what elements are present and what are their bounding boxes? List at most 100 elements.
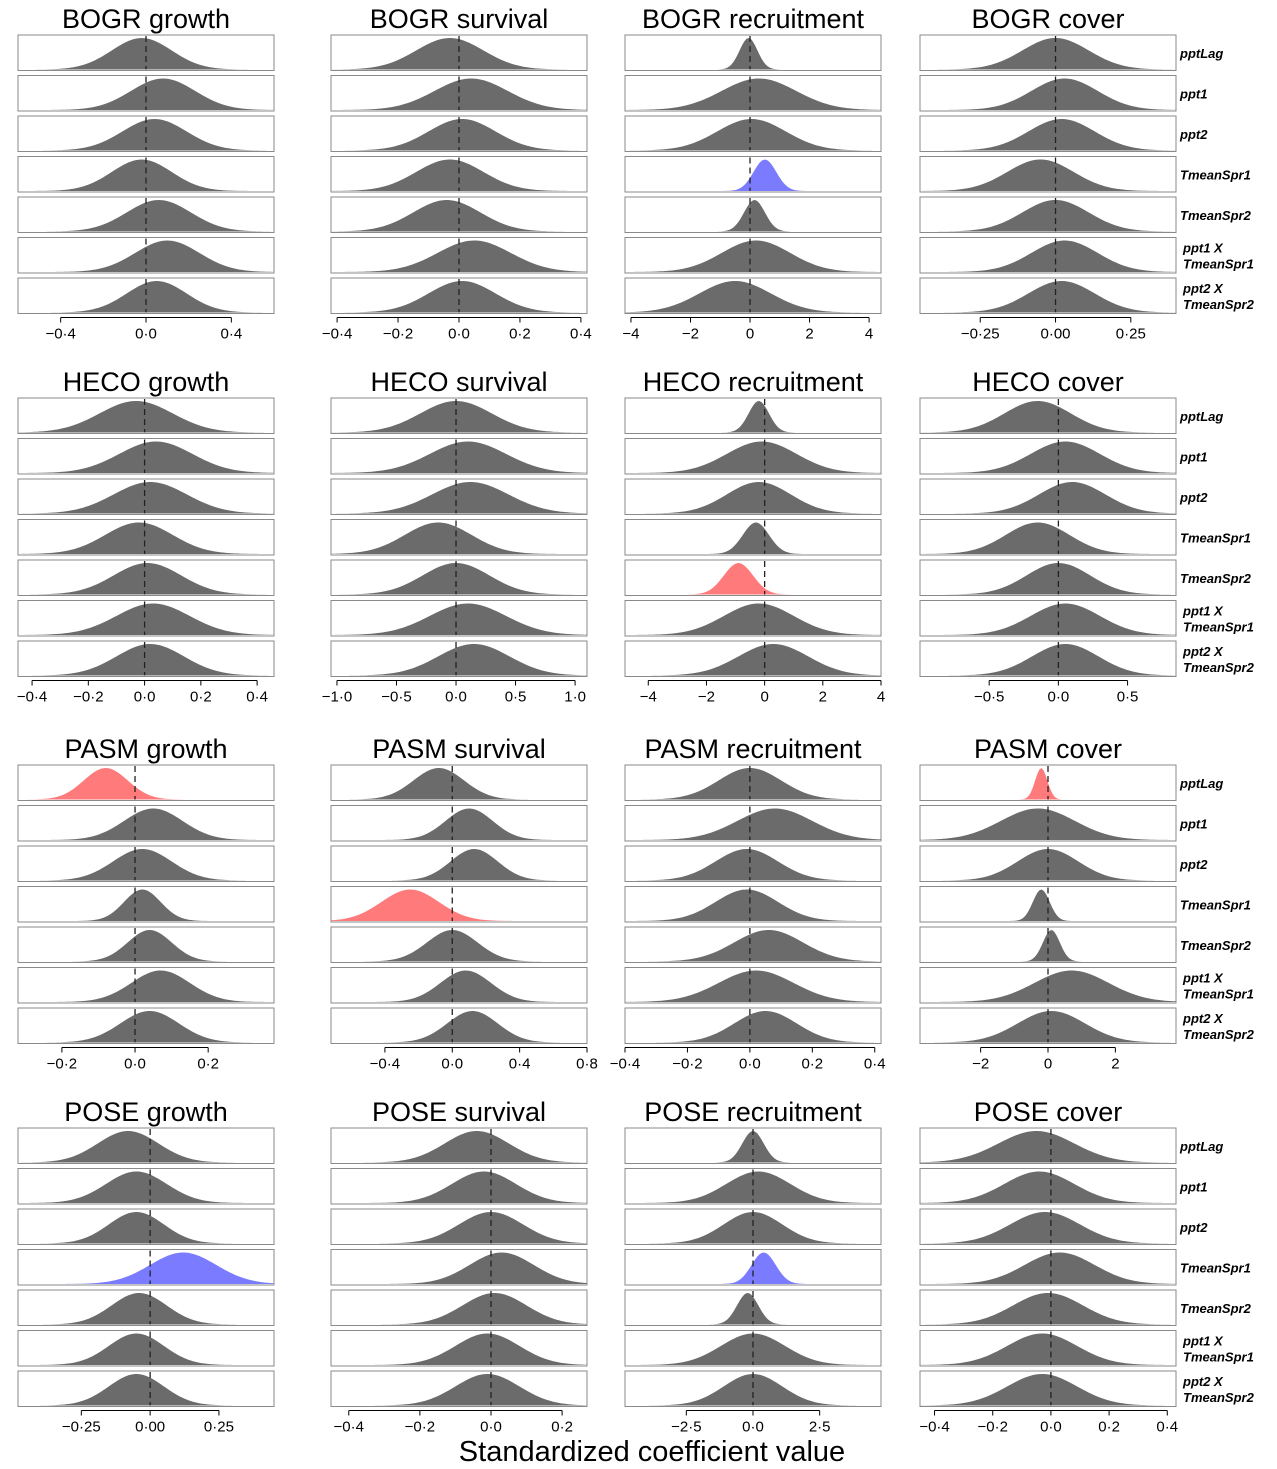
density-curve	[18, 78, 274, 110]
x-tick-label: −0·25	[961, 326, 1000, 343]
x-tick-label: 0·4	[864, 1056, 886, 1073]
parameter-label: TmeanSpr2	[1183, 660, 1255, 675]
density-curve	[920, 78, 1176, 110]
x-tick-label: 0·4	[246, 689, 268, 706]
x-tick-label: −1·0	[322, 689, 352, 706]
density-curve	[18, 1333, 274, 1365]
parameter-label: pptLag	[1179, 409, 1223, 424]
chart-title: BOGR growth	[62, 4, 230, 34]
density-curve	[625, 38, 881, 70]
density-curve	[920, 441, 1176, 473]
chart-panel-group: POSE cover −0·4 −0·2 0·0 0·2 0·4	[919, 1097, 1178, 1436]
x-tick-label: −0·25	[62, 1419, 101, 1436]
density-curve	[331, 482, 587, 514]
chart-panel-group: PASM recruitment −0·4 −0·2 0·0 0·2 0·4	[610, 734, 886, 1073]
chart-panel-group: BOGR recruitment −4 −2 0 2 4	[622, 4, 882, 343]
x-tick-label: 0·2	[1098, 1419, 1120, 1436]
parameter-label: TmeanSpr1	[1180, 897, 1251, 912]
density-curve	[18, 970, 274, 1002]
density-curve	[625, 1212, 881, 1244]
density-curve	[920, 1212, 1176, 1244]
chart-title: POSE growth	[64, 1097, 228, 1127]
density-curve	[625, 522, 881, 554]
density-curve	[331, 1131, 587, 1163]
density-curve	[331, 1374, 587, 1406]
density-curve	[18, 200, 274, 232]
density-curve	[331, 808, 587, 840]
density-curve	[18, 240, 274, 272]
chart-title: POSE survival	[372, 1097, 546, 1127]
density-curve	[18, 930, 274, 962]
density-curve	[331, 930, 587, 962]
x-tick-label: 0·0	[448, 326, 470, 343]
density-curve	[920, 808, 1176, 840]
x-tick-label: 0	[1044, 1056, 1052, 1073]
density-curve	[625, 482, 881, 514]
panel-grid: BOGR growth −0·4 0·0 0·4 BOGR survival −0·4 −0…	[17, 4, 1178, 1436]
density-curve	[625, 1131, 881, 1163]
x-tick-label: 2	[1111, 1056, 1119, 1073]
chart-title: BOGR recruitment	[642, 4, 865, 34]
density-curve	[331, 200, 587, 232]
density-curve	[920, 644, 1176, 676]
parameter-label: ppt1	[1179, 449, 1207, 464]
x-tick-label: −0·2	[978, 1419, 1008, 1436]
density-curve	[920, 38, 1176, 70]
chart-panel-group: POSE recruitment −2·5 0·0 2·5	[624, 1097, 882, 1436]
x-tick-label: −0·4	[17, 689, 47, 706]
chart-title: PASM survival	[372, 734, 546, 764]
density-curve	[920, 1011, 1176, 1043]
x-tick-label: 2	[819, 689, 827, 706]
density-curve	[920, 1131, 1176, 1163]
x-tick-label: 0·00	[1041, 326, 1071, 343]
x-tick-label: −2	[698, 689, 715, 706]
density-curve	[625, 768, 881, 800]
density-curve	[18, 889, 274, 921]
density-curve	[331, 768, 587, 800]
x-tick-label: 0·0	[742, 1419, 764, 1436]
parameter-label: TmeanSpr1	[1180, 530, 1251, 545]
x-tick-label: −0·2	[405, 1419, 435, 1436]
density-curve	[625, 889, 881, 921]
density-curve	[18, 1011, 274, 1043]
x-tick-label: −0·5	[381, 689, 411, 706]
density-curve	[18, 522, 274, 554]
parameter-label: ppt1 X	[1182, 1333, 1224, 1348]
x-tick-label: 0·0	[135, 326, 157, 343]
density-curve	[920, 240, 1176, 272]
chart-title: HECO recruitment	[643, 367, 864, 397]
parameter-label: TmeanSpr1	[1180, 167, 1251, 182]
x-tick-label: 0·00	[135, 1419, 165, 1436]
parameter-label: TmeanSpr2	[1180, 938, 1252, 953]
density-curve	[625, 78, 881, 110]
density-curve	[331, 1171, 587, 1203]
parameter-label: pptLag	[1179, 1139, 1223, 1154]
density-curve	[920, 849, 1176, 881]
x-tick-label: 0·0	[1040, 1419, 1062, 1436]
density-curve	[920, 200, 1176, 232]
density-curve	[625, 930, 881, 962]
x-tick-label: 0·0	[124, 1056, 146, 1073]
density-curve	[625, 1171, 881, 1203]
x-tick-label: 0·0	[480, 1419, 502, 1436]
parameter-label: TmeanSpr2	[1183, 1390, 1255, 1405]
density-curve	[625, 441, 881, 473]
density-curve	[331, 522, 587, 554]
x-tick-label: 0·4	[220, 326, 242, 343]
density-curve	[331, 1011, 587, 1043]
parameter-label: pptLag	[1179, 776, 1223, 791]
x-tick-label: 0·2	[509, 326, 531, 343]
density-curve	[920, 970, 1176, 1002]
density-curve	[920, 159, 1176, 191]
density-curve	[625, 1333, 881, 1365]
parameter-label: ppt2	[1179, 857, 1208, 872]
density-curve	[625, 1293, 881, 1325]
x-tick-label: 4	[877, 689, 885, 706]
density-curve	[331, 1333, 587, 1365]
x-tick-label: 0·4	[509, 1056, 531, 1073]
x-tick-label: 2·5	[809, 1419, 831, 1436]
chart-title: BOGR survival	[370, 4, 549, 34]
x-tick-label: 4	[865, 326, 873, 343]
density-curve	[920, 401, 1176, 433]
